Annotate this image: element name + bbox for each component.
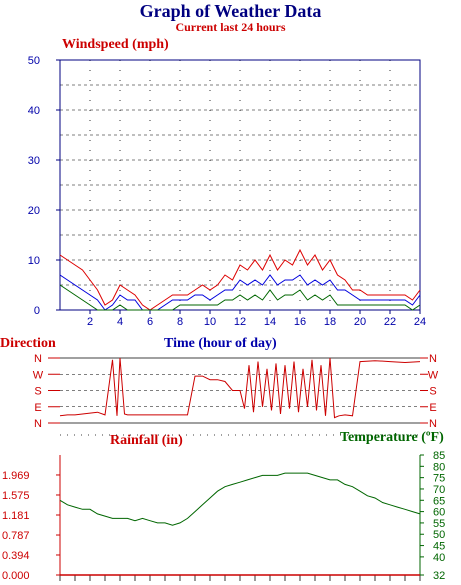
temp-y-tick-label: 85: [433, 450, 445, 462]
wind-x-tick-label: 2: [87, 316, 93, 328]
wind-x-tick-label: 16: [294, 316, 306, 328]
temp-y-tick-label: 32: [433, 570, 445, 582]
dir-y-tick-label-left: N: [34, 418, 42, 430]
temp-y-tick-label: 75: [433, 473, 445, 485]
dir-y-tick-label-left: N: [34, 353, 42, 365]
temp-y-tick-label: 50: [433, 529, 445, 541]
rain-y-tick-label: 1.575: [2, 490, 30, 502]
wind-y-tick-label: 50: [28, 55, 40, 67]
dir-y-tick-label-left: E: [34, 402, 41, 414]
dir-y-tick-label-right: N: [429, 418, 437, 430]
wind-y-tick-label: 0: [34, 305, 40, 317]
temperature-series-line: [59, 472, 421, 526]
wind-x-tick-label: 20: [354, 316, 366, 328]
windspeed-title: Windspeed (mph): [62, 37, 169, 52]
wind-y-tick-label: 10: [28, 255, 40, 267]
direction-series-line: [59, 357, 421, 419]
dir-y-tick-label-left: S: [34, 386, 41, 398]
rainfall-title: Rainfall (in): [110, 433, 183, 448]
temp-y-tick-label: 65: [433, 495, 445, 507]
wind-x-tick-label: 12: [234, 316, 246, 328]
temp-y-tick-label: 80: [433, 461, 445, 473]
temperature-title: Temperature (ºF): [340, 430, 444, 445]
temp-y-tick-label: 60: [433, 507, 445, 519]
temp-y-tick-label: 70: [433, 484, 445, 496]
wind-x-tick-label: 18: [324, 316, 336, 328]
chart-title: Graph of Weather Data: [139, 1, 322, 21]
wind-x-tick-label: 4: [117, 316, 123, 328]
dir-y-tick-label-right: N: [429, 353, 437, 365]
dir-y-tick-label-right: W: [428, 369, 439, 381]
dir-y-tick-label-right: S: [429, 386, 436, 398]
rain-y-tick-label: 0.394: [2, 550, 30, 562]
direction-title: Direction: [0, 336, 56, 351]
wind-x-tick-label: 24: [414, 316, 426, 328]
rain-y-tick-label: 1.969: [2, 470, 30, 482]
temp-y-tick-label: 55: [433, 518, 445, 530]
chart-subtitle: Current last 24 hours: [175, 20, 286, 34]
dir-y-tick-label-right: E: [429, 402, 436, 414]
wind-series-line-3: [59, 284, 421, 311]
wind-x-tick-label: 22: [384, 316, 396, 328]
wind-y-tick-label: 40: [28, 105, 40, 117]
wind-x-tick-label: 14: [264, 316, 276, 328]
time-axis-label: Time (hour of day): [164, 336, 277, 351]
wind-x-tick-label: 8: [177, 316, 183, 328]
wind-x-tick-label: 10: [204, 316, 216, 328]
dir-y-tick-label-left: W: [33, 369, 44, 381]
temp-y-tick-label: 40: [433, 552, 445, 564]
wind-x-tick-label: 6: [147, 316, 153, 328]
wind-y-tick-label: 20: [28, 205, 40, 217]
rain-y-tick-label: 0.787: [2, 530, 30, 542]
temp-y-tick-label: 45: [433, 541, 445, 553]
wind-series-line-2: [59, 274, 421, 311]
wind-series-line-1: [59, 248, 421, 311]
rain-y-tick-label: 0.000: [2, 570, 30, 582]
wind-y-tick-label: 30: [28, 155, 40, 167]
rain-y-tick-label: 1.181: [2, 510, 30, 522]
